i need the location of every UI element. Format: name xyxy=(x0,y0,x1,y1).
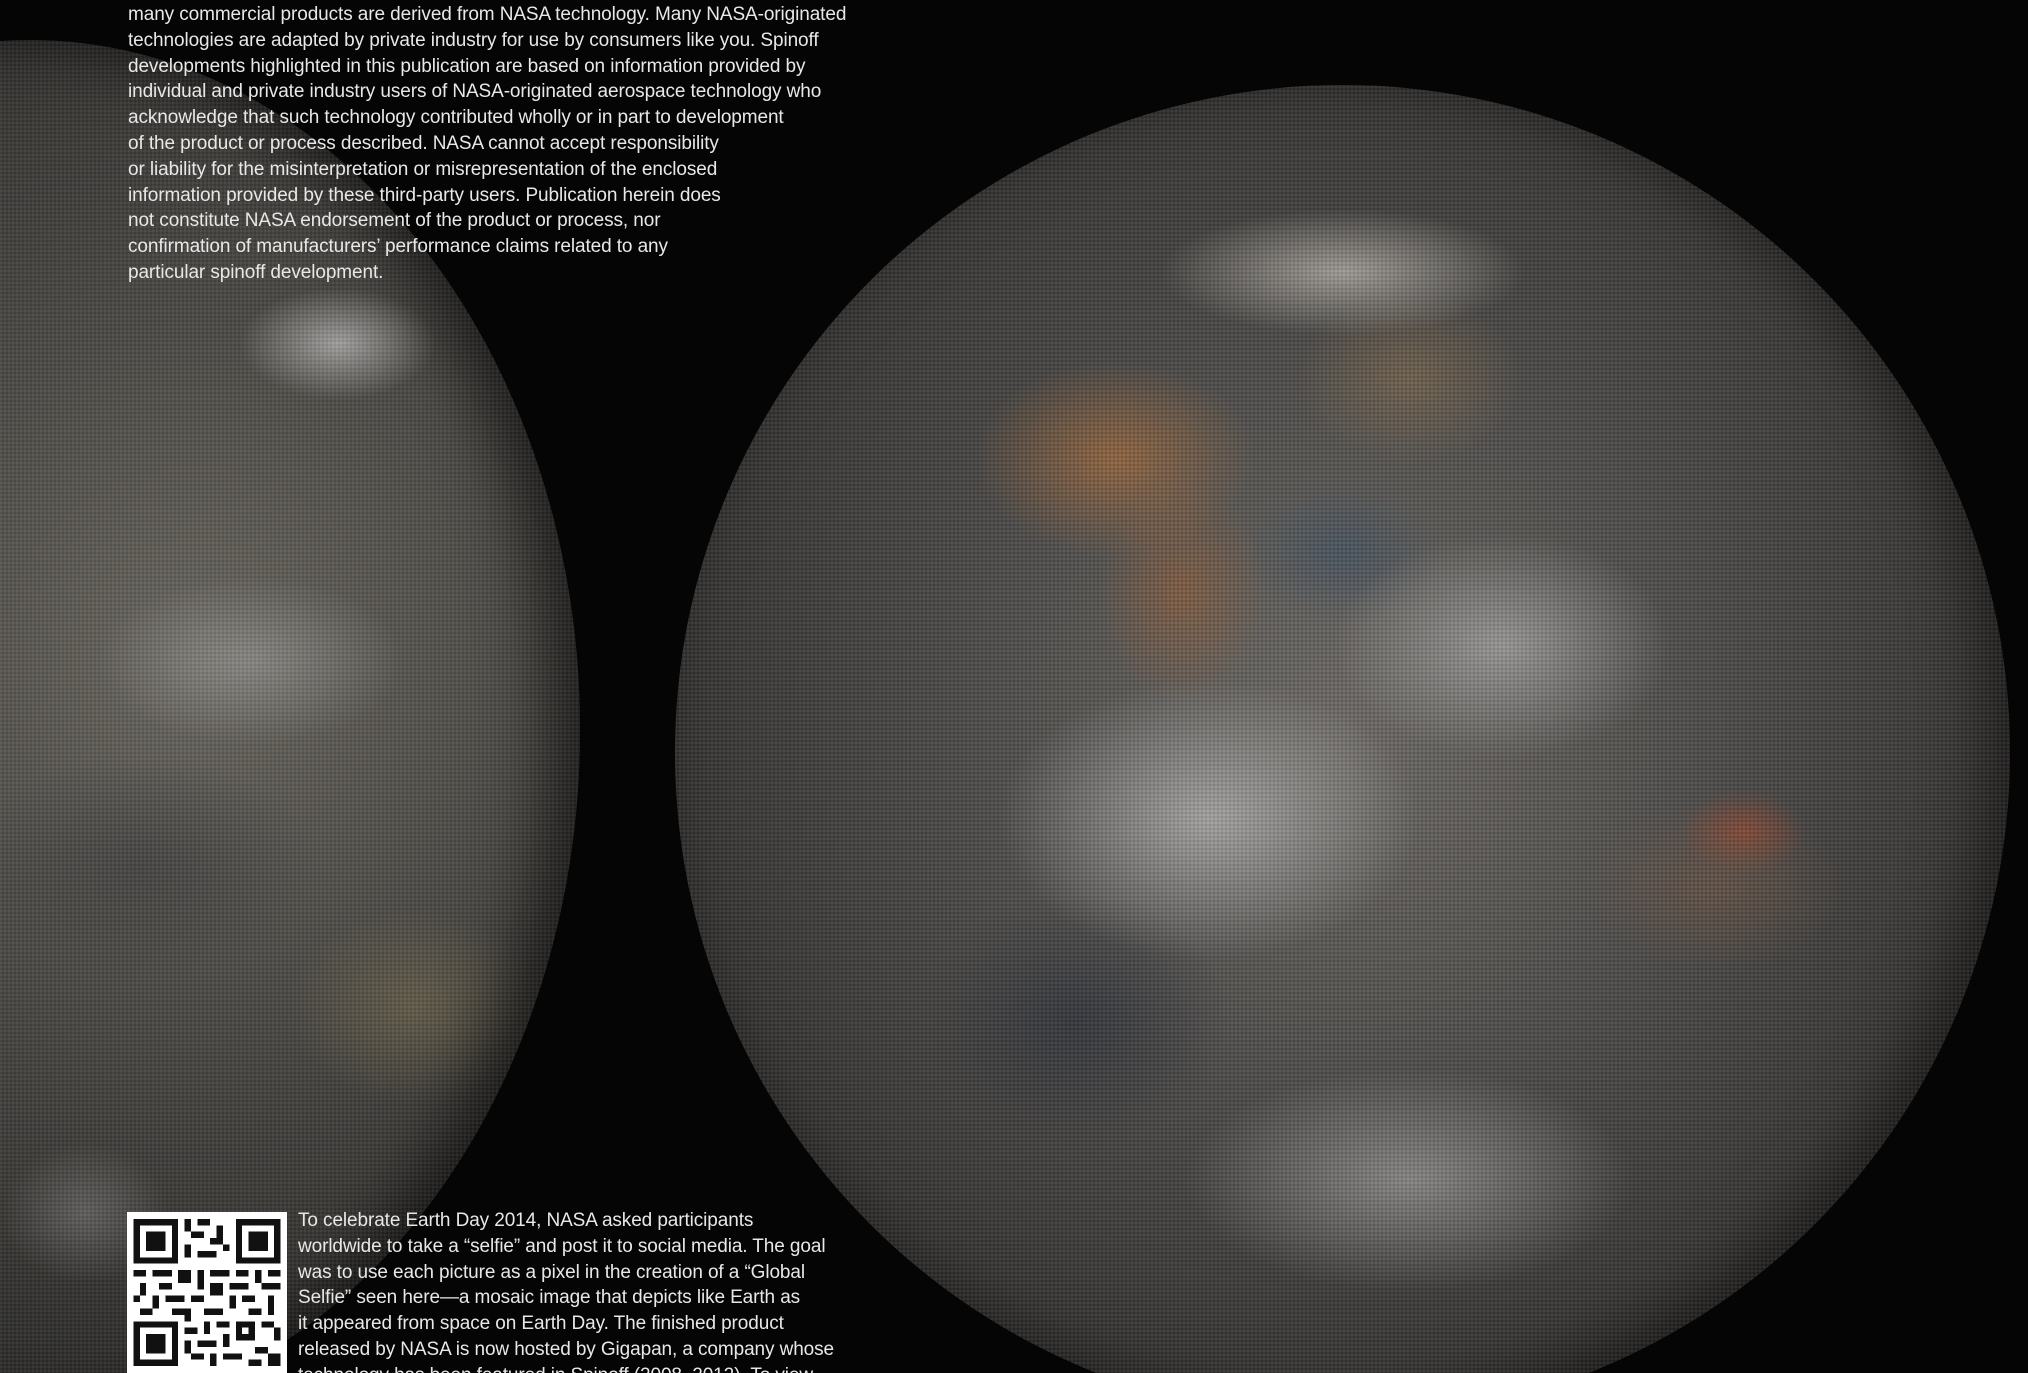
disclaimer-line: not constitute NASA endorsement of the p… xyxy=(128,210,661,232)
disclaimer-line: particular spinoff development. xyxy=(128,261,384,283)
earth-mosaic-right-image xyxy=(675,85,2010,1373)
disclaimer-line: individual and private industry users of… xyxy=(128,81,822,103)
disclaimer-line: developments highlighted in this publica… xyxy=(128,55,806,77)
qr-code-icon[interactable] xyxy=(127,1212,287,1373)
caption-line: technology has been featured in Spinoff … xyxy=(298,1363,918,1373)
caption-line: was to use each picture as a pixel in th… xyxy=(298,1261,805,1283)
caption-line: it appeared from space on Earth Day. The… xyxy=(298,1313,784,1335)
caption-line: released by NASA is now hosted by Gigapa… xyxy=(298,1338,835,1360)
caption-line: worldwide to take a “selfie” and post it… xyxy=(298,1235,826,1257)
disclaimer-text: many commercial products are derived fro… xyxy=(128,2,968,286)
qr-code-graphic xyxy=(127,1212,287,1373)
disclaimer-line: many commercial products are derived fro… xyxy=(128,4,847,25)
disclaimer-line: of the product or process described. NAS… xyxy=(128,132,719,154)
disclaimer-line: acknowledge that such technology contrib… xyxy=(128,107,784,129)
disclaimer-line: technologies are adapted by private indu… xyxy=(128,29,819,51)
caption-line: To celebrate Earth Day 2014, NASA asked … xyxy=(298,1210,754,1231)
disclaimer-line: information provided by these third-part… xyxy=(128,184,721,206)
disclaimer-line: or liability for the misinterpretation o… xyxy=(128,158,718,180)
image-caption: To celebrate Earth Day 2014, NASA asked … xyxy=(298,1208,918,1373)
disclaimer-line: confirmation of manufacturers’ performan… xyxy=(128,236,668,258)
caption-line: Selfie” seen here—a mosaic image that de… xyxy=(298,1287,801,1309)
